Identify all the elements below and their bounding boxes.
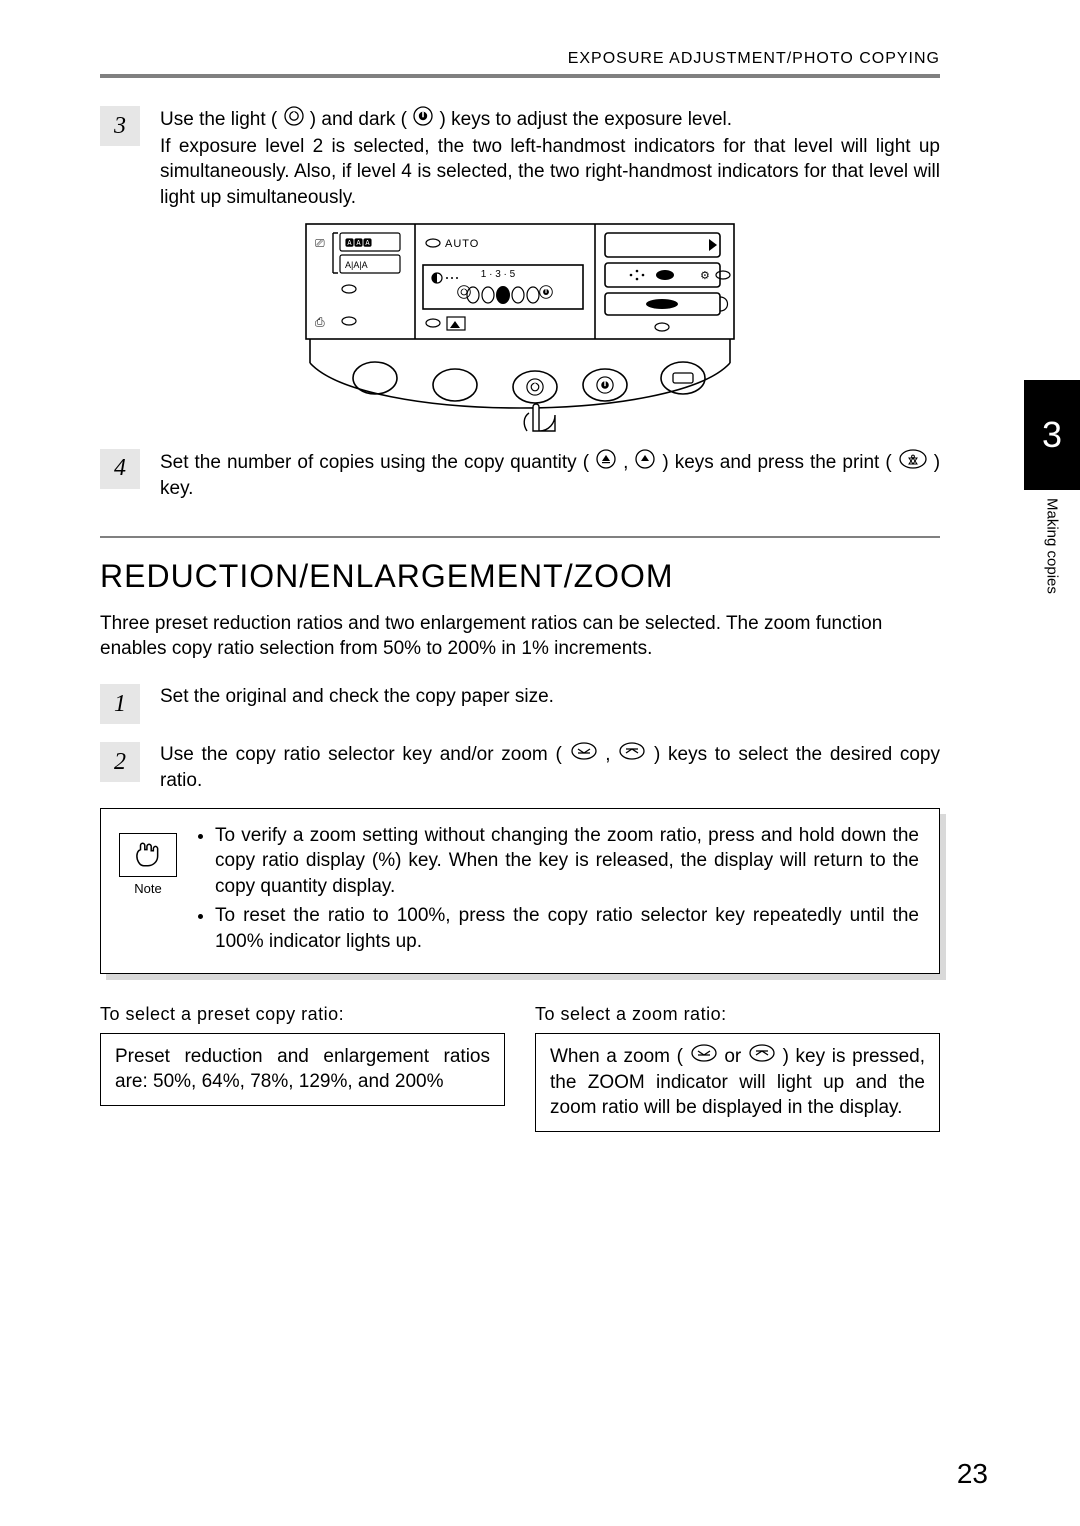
preset-ratio-body: Preset reduction and enlargement ratios … — [100, 1033, 505, 1106]
step-number: 4 — [100, 449, 140, 489]
running-head: EXPOSURE ADJUSTMENT/PHOTO COPYING — [100, 50, 940, 68]
text: If exposure level 2 is selected, the two… — [160, 136, 940, 208]
dark-key-icon — [413, 106, 433, 134]
note-label: Note — [134, 881, 161, 896]
step-number: 2 — [100, 742, 140, 782]
step-body: Use the copy ratio selector key and/or z… — [160, 742, 940, 793]
text: When a zoom ( — [550, 1046, 683, 1067]
qty-down-icon — [596, 449, 616, 477]
chapter-tab: 3 Making copies — [1024, 380, 1080, 640]
svg-text:1 · 3 · 5: 1 · 3 · 5 — [481, 269, 516, 280]
step-4: 4 Set the number of copies using the cop… — [100, 449, 940, 502]
text: ) keys to adjust the exposure level. — [440, 109, 733, 130]
note-item: To reset the ratio to 100%, press the co… — [215, 903, 919, 954]
text: Set the number of copies using the copy … — [160, 451, 589, 472]
chapter-label: Making copies — [1024, 490, 1080, 640]
zoom-down-icon — [691, 1044, 717, 1070]
zoom-ratio-body: When a zoom ( or ) key is pressed, the Z… — [535, 1033, 940, 1132]
light-key-icon — [284, 106, 304, 134]
note-item: To verify a zoom setting without changin… — [215, 823, 919, 900]
step-number: 1 — [100, 684, 140, 724]
zoom-down-icon — [571, 742, 597, 768]
page-number: 23 — [957, 1458, 988, 1490]
control-panel-figure: 🅰🅰🅰 A|A|A ⎚ ⎙ AUTO 1 · 3 · 5 — [305, 223, 735, 433]
chapter-number: 3 — [1024, 380, 1080, 490]
svg-text:⎚: ⎚ — [315, 236, 325, 250]
zoom-ratio-heading: To select a zoom ratio: — [535, 1004, 940, 1025]
print-key-icon — [899, 449, 927, 477]
step-body: Set the number of copies using the copy … — [160, 449, 940, 502]
svg-text:🅰🅰🅰: 🅰🅰🅰 — [345, 238, 372, 248]
divider-thin — [100, 536, 940, 538]
text: or — [724, 1046, 748, 1067]
zoom-step-2: 2 Use the copy ratio selector key and/or… — [100, 742, 940, 793]
text: Use the light ( — [160, 109, 277, 130]
svg-text:AUTO: AUTO — [445, 238, 479, 250]
text: ) keys and press the print ( — [662, 451, 891, 472]
zoom-step-1: 1 Set the original and check the copy pa… — [100, 684, 940, 724]
divider-thick — [100, 74, 940, 78]
section-intro: Three preset reduction ratios and two en… — [100, 611, 940, 662]
svg-text:A|A|A: A|A|A — [345, 260, 368, 270]
text: , — [605, 744, 618, 765]
svg-text:⚙: ⚙ — [700, 270, 710, 282]
text: Use the copy ratio selector key and/or z… — [160, 744, 562, 765]
step-3: 3 Use the light ( ) and dark ( ) keys to… — [100, 106, 940, 211]
two-column-section: To select a preset copy ratio: Preset re… — [100, 1004, 940, 1132]
text: , — [623, 451, 634, 472]
qty-up-icon — [635, 449, 655, 477]
step-body: Use the light ( ) and dark ( ) keys to a… — [160, 106, 940, 211]
preset-ratio-heading: To select a preset copy ratio: — [100, 1004, 505, 1025]
text: ) and dark ( — [310, 109, 407, 130]
zoom-up-icon — [619, 742, 645, 768]
zoom-up-icon — [749, 1044, 775, 1070]
step-body: Set the original and check the copy pape… — [160, 684, 554, 710]
note-body: To verify a zoom setting without changin… — [197, 823, 919, 959]
svg-text:⎙: ⎙ — [315, 315, 325, 329]
note-box: Note To verify a zoom setting without ch… — [100, 808, 940, 974]
note-hand-icon — [119, 833, 177, 877]
step-number: 3 — [100, 106, 140, 146]
section-title: REDUCTION/ENLARGEMENT/ZOOM — [100, 558, 940, 595]
